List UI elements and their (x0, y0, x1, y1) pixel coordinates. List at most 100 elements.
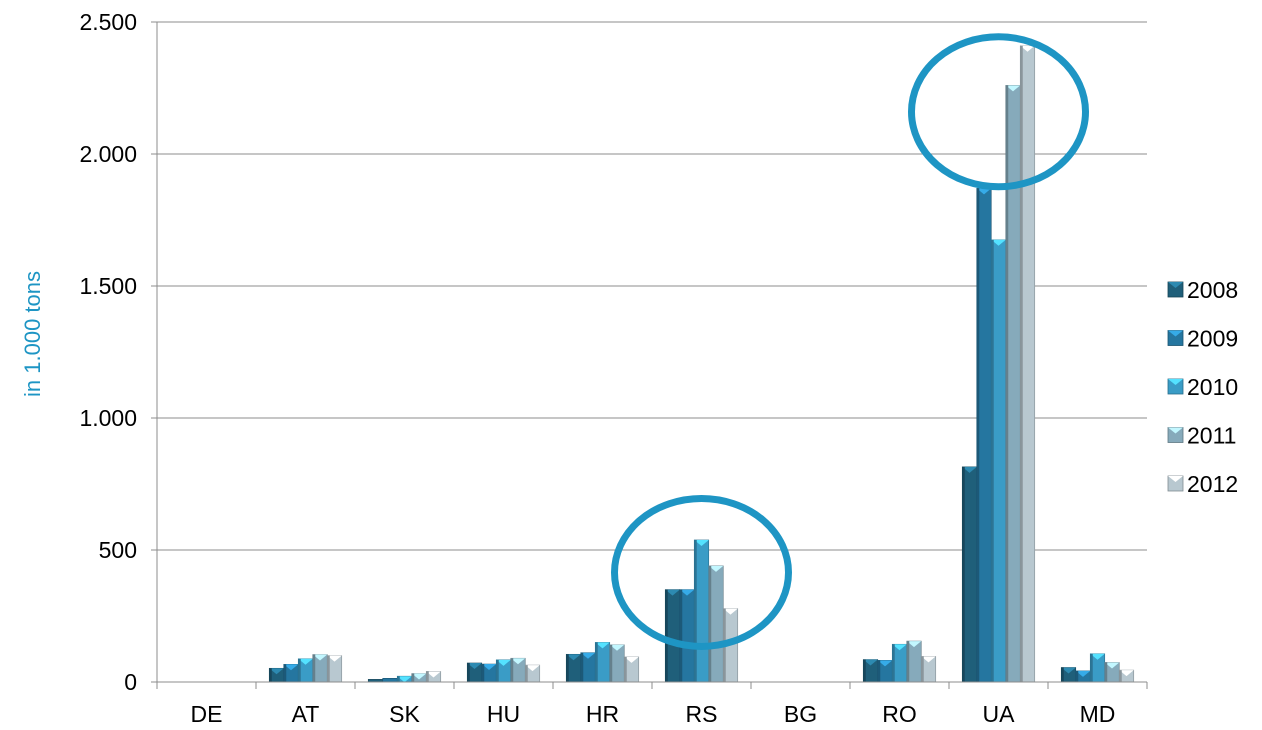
bar-bevel (921, 656, 936, 663)
x-tick-label: RO (882, 701, 917, 727)
bar-edge (892, 644, 895, 682)
x-tick-label: RS (686, 701, 718, 727)
x-tick-label: DE (191, 701, 223, 727)
bar-edge (1061, 667, 1064, 682)
bar-edge (269, 668, 272, 682)
legend-label: 2010 (1187, 374, 1238, 400)
bar-bevel (708, 565, 724, 572)
bar-edge (906, 641, 910, 682)
x-tick-label: MD (1080, 701, 1116, 727)
bar-bevel (624, 656, 639, 663)
bar-edge (921, 656, 924, 682)
bar-bevel (665, 589, 680, 596)
bar-edge (863, 659, 866, 682)
bar-edge (397, 676, 400, 682)
x-axis-ticks: DE AT SK HU HR RS BG RO UA MD (156, 682, 1148, 727)
y-tick-label: 1.000 (79, 405, 137, 431)
bar-edge (1075, 670, 1079, 682)
bar-edge (694, 539, 697, 682)
bars (268, 45, 1135, 683)
bar-bevel (694, 539, 709, 546)
bar-bevel (679, 589, 695, 596)
legend-swatch-bevel (1168, 379, 1183, 385)
bar-bevel (892, 644, 907, 651)
bar-edge (510, 658, 514, 682)
bar-bevel (877, 660, 893, 667)
highlight-ellipse (908, 33, 1089, 191)
bar-bevel (510, 658, 526, 665)
highlight-ellipse (611, 494, 792, 650)
bar-bevel (723, 608, 738, 615)
bar-bevel (525, 665, 540, 672)
bar-edge (496, 659, 499, 682)
bar-edge (595, 642, 598, 682)
bar-bevel (595, 642, 610, 649)
bar-edge (1104, 662, 1108, 682)
bar-bevel (962, 466, 977, 473)
bar-edge (566, 654, 569, 682)
bar-edge (312, 654, 316, 682)
bar-edge (991, 239, 994, 683)
bar-edge (679, 589, 683, 682)
y-axis-ticks: 0 500 1.000 1.500 2.000 2.500 (79, 9, 157, 695)
legend-label: 2009 (1187, 326, 1238, 352)
x-tick-label: AT (292, 701, 320, 727)
y-tick-label: 1.500 (79, 273, 137, 299)
bar-edge (708, 565, 712, 682)
bar-bevel (863, 659, 878, 666)
y-tick-label: 2.000 (79, 141, 137, 167)
bar-bevel (566, 654, 581, 661)
bar-bevel (1061, 667, 1076, 674)
y-tick-label: 0 (124, 669, 137, 695)
bar-edge (298, 658, 301, 682)
bar-bevel (580, 652, 596, 659)
x-tick-label: HU (487, 701, 520, 727)
bar-bevel (327, 655, 342, 662)
bar-edge (283, 664, 287, 682)
bar-edge (624, 656, 627, 682)
legend-swatch-bevel (1168, 476, 1183, 482)
y-axis-label: in 1.000 tons (20, 271, 45, 397)
bar-edge (976, 188, 980, 682)
legend-label: 2012 (1187, 471, 1238, 497)
bar-edge (962, 466, 965, 682)
bar-bevel (991, 239, 1006, 246)
bar-edge (411, 673, 415, 682)
legend-swatch-bevel (1168, 282, 1183, 288)
bar-edge (525, 665, 528, 682)
legend-label: 2008 (1187, 277, 1238, 303)
bar-edge (467, 662, 470, 682)
annotations (611, 33, 1089, 650)
legend-swatch-bevel (1168, 330, 1183, 337)
x-tick-label: UA (983, 701, 1016, 727)
bar-bevel (481, 664, 497, 671)
y-tick-label: 500 (99, 537, 137, 563)
bar-edge (609, 644, 613, 682)
bar-bevel (298, 658, 313, 665)
bar-edge (877, 660, 881, 682)
bar-edge (1090, 653, 1093, 682)
bar-bevel (1090, 653, 1105, 660)
bar-edge (327, 655, 330, 682)
bar-bevel (496, 659, 511, 666)
x-tick-label: BG (784, 701, 817, 727)
bar-bevel (426, 671, 441, 678)
bar-edge (1119, 670, 1122, 682)
bar-edge (481, 664, 485, 682)
bar-edge (426, 671, 429, 682)
bar-edge (1005, 85, 1009, 683)
bar-edge (1020, 45, 1023, 682)
legend-label: 2011 (1187, 423, 1236, 449)
legend: 2008 2009 2010 2011 2012 (1167, 277, 1238, 497)
bar-bevel (976, 188, 992, 195)
y-tick-label: 2.500 (79, 9, 137, 35)
bar-bevel (269, 668, 284, 675)
bar-bevel (312, 654, 328, 661)
x-tick-label: SK (389, 701, 420, 727)
bar-bevel (411, 673, 427, 680)
bar-edge (580, 652, 584, 682)
bar-bevel (1020, 45, 1035, 52)
bar-bevel (1075, 670, 1091, 677)
bar-bevel (609, 644, 625, 651)
bar-bevel (906, 641, 922, 648)
